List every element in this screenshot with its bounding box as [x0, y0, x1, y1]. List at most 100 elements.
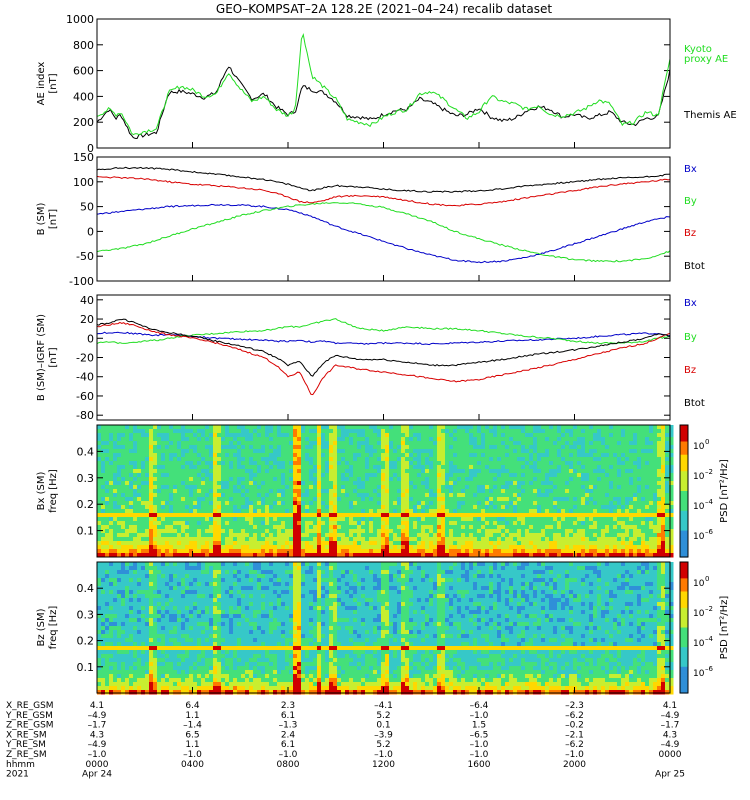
spectrogram-cell	[293, 477, 298, 482]
spectrogram-cell	[393, 437, 398, 442]
spectrogram-cell	[545, 461, 550, 466]
spectrogram-cell	[193, 537, 198, 542]
spectrogram-cell	[457, 529, 462, 534]
spectrogram-cell	[301, 429, 306, 434]
spectrogram-cell	[209, 553, 214, 558]
spectrogram-cell	[157, 541, 162, 546]
spectrogram-cell	[285, 477, 290, 482]
spectrogram-cell	[373, 529, 378, 534]
spectrogram-cell	[573, 517, 578, 522]
spectrogram-cell	[501, 513, 506, 518]
spectrogram-cell	[377, 529, 382, 534]
spectrogram-cell	[241, 529, 246, 534]
spectrogram-cell	[297, 521, 302, 526]
spectrogram-cell	[337, 477, 342, 482]
spectrogram-cell	[217, 541, 222, 546]
spectrogram-cell	[337, 517, 342, 522]
spectrogram-cell	[97, 654, 102, 659]
spectrogram-cell	[109, 525, 114, 530]
spectrogram-cell	[189, 489, 194, 494]
spectrogram-cell	[469, 469, 474, 474]
spectrogram-cell	[153, 449, 158, 454]
spectrogram-cell	[125, 529, 130, 534]
spectrogram-cell	[553, 473, 558, 478]
y-tick-label: 1000	[66, 13, 94, 26]
spectrogram-cell	[381, 481, 386, 486]
spectrogram-cell	[573, 493, 578, 498]
spectrogram-cell	[665, 461, 670, 466]
spectrogram-cell	[397, 485, 402, 490]
spectrogram-cell	[445, 461, 450, 466]
spectrogram-cell	[425, 509, 430, 514]
spectrogram-cell	[125, 545, 130, 550]
spectrogram-cell	[521, 505, 526, 510]
spectrogram-cell	[149, 437, 154, 442]
spectrogram-cell	[561, 465, 566, 470]
spectrogram-cell	[117, 453, 122, 458]
spectrogram-cell	[353, 445, 358, 450]
spectrogram-cell	[665, 437, 670, 442]
spectrogram-cell	[633, 529, 638, 534]
spectrogram-cell	[173, 501, 178, 506]
spectrogram-cell	[237, 533, 242, 538]
spectrogram-cell	[129, 469, 134, 474]
spectrogram-cell	[157, 553, 162, 558]
spectrogram-cell	[641, 453, 646, 458]
spectrogram-cell	[117, 437, 122, 442]
spectrogram-cell	[505, 533, 510, 538]
spectrogram-cell	[121, 461, 126, 466]
spectrogram-cell	[517, 469, 522, 474]
spectrogram-cell	[573, 425, 578, 430]
spectrogram-cell	[261, 465, 266, 470]
spectrogram-cell	[161, 541, 166, 546]
spectrogram-cell	[473, 505, 478, 510]
spectrogram-cell	[413, 453, 418, 458]
spectrogram-cell	[557, 449, 562, 454]
spectrogram-cell	[665, 453, 670, 458]
spectrogram-cell	[253, 493, 258, 498]
spectrogram-cell	[409, 469, 414, 474]
spectrogram-cell	[269, 537, 274, 542]
spectrogram-cell	[609, 497, 614, 502]
spectrogram-cell	[153, 465, 158, 470]
spectrogram-cell	[373, 441, 378, 446]
spectrogram-cell	[145, 525, 150, 530]
spectrogram-cell	[485, 437, 490, 442]
spectrogram-cell	[113, 461, 118, 466]
spectrogram-cell	[393, 541, 398, 546]
spectrogram-cell	[329, 553, 334, 558]
spectrogram-cell	[437, 497, 442, 502]
spectrogram-cell	[413, 517, 418, 522]
spectrogram-cell	[425, 441, 430, 446]
spectrogram-cell	[101, 477, 106, 482]
spectrogram-cell	[529, 449, 534, 454]
spectrogram-cell	[125, 541, 130, 546]
spectrogram-cell	[357, 489, 362, 494]
spectrogram-cell	[613, 525, 618, 530]
spectrogram-cell	[501, 457, 506, 462]
spectrogram-cell	[569, 433, 574, 438]
spectrogram-cell	[193, 521, 198, 526]
spectrogram-cell	[97, 674, 102, 679]
spectrogram-cell	[529, 473, 534, 478]
spectrogram-cell	[633, 521, 638, 526]
spectrogram-cell	[517, 489, 522, 494]
spectrogram-cell	[285, 441, 290, 446]
spectrogram-cell	[373, 501, 378, 506]
spectrogram-cell	[325, 473, 330, 478]
spectrogram-cell	[565, 477, 570, 482]
spectrogram-cell	[129, 549, 134, 554]
spectrogram-cell	[153, 529, 158, 534]
spectrogram-cell	[365, 529, 370, 534]
spectrogram-cell	[121, 501, 126, 506]
spectrogram-cell	[633, 461, 638, 466]
spectrogram-cell	[309, 461, 314, 466]
spectrogram-cell	[493, 477, 498, 482]
spectrogram-cell	[493, 541, 498, 546]
spectrogram-cell	[209, 481, 214, 486]
spectrogram-cell	[645, 429, 650, 434]
spectrogram-cell	[385, 541, 390, 546]
spectrogram-cell	[161, 553, 166, 558]
spectrogram-cell	[569, 529, 574, 534]
spectrogram-cell	[417, 521, 422, 526]
